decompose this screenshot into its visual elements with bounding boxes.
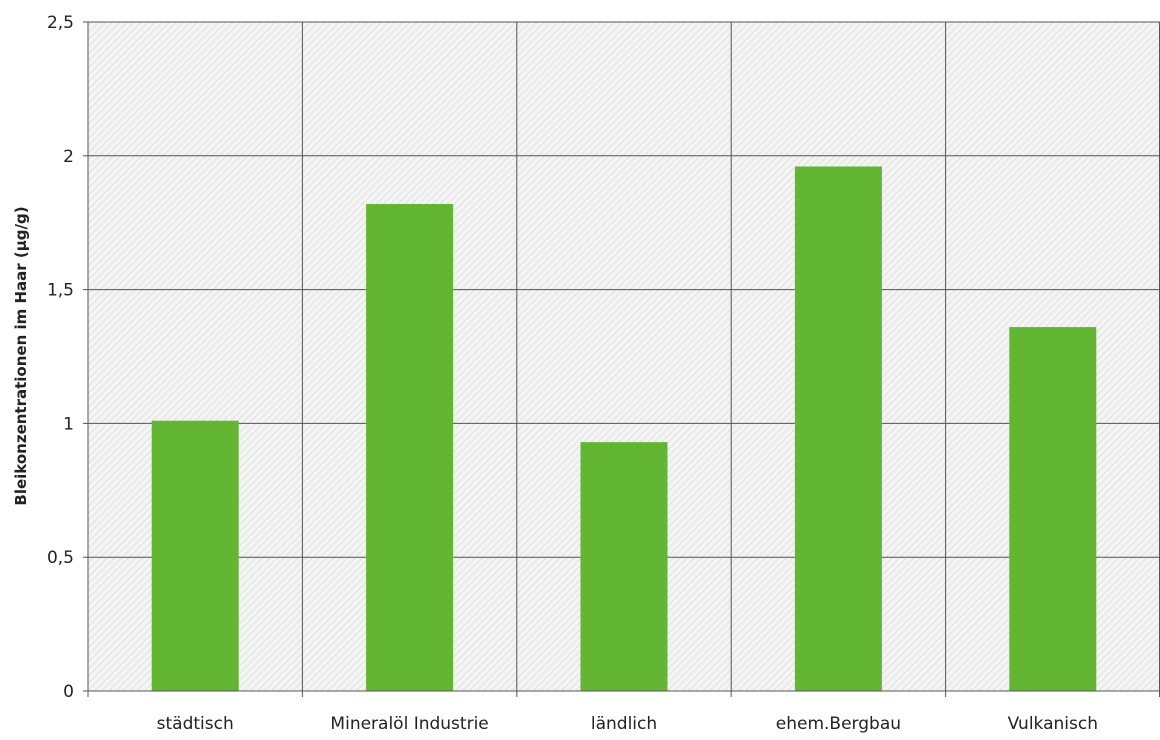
bar: [366, 203, 454, 691]
bar: [1009, 327, 1097, 691]
x-tick-label: Vulkanisch: [1008, 714, 1098, 734]
y-tick-label: 2,5: [47, 13, 74, 33]
y-tick-label: 0: [63, 682, 74, 702]
y-tick-labels: 0 0,5 1 1,5 2 2,5: [47, 13, 74, 702]
bar: [580, 442, 668, 691]
x-tick-label: ehem.Bergbau: [776, 714, 901, 734]
x-tick-label: Mineralöl Industrie: [330, 714, 488, 734]
bar: [794, 166, 882, 691]
axes: [83, 21, 1160, 697]
bar: [151, 420, 239, 691]
x-tick-label: ländlich: [591, 714, 657, 734]
y-tick-label: 1,5: [47, 281, 74, 301]
y-tick-label: 1: [63, 414, 74, 434]
y-tick-label: 0,5: [47, 548, 74, 568]
x-tick-labels: städtisch Mineralöl Industrie ländlich ehem…: [157, 714, 1098, 734]
x-tick-label: städtisch: [157, 714, 234, 734]
bars: [151, 166, 1097, 691]
y-axis-label: Bleikonzentrationen im Haar (µg/g): [12, 206, 30, 505]
y-tick-label: 2: [63, 147, 74, 167]
